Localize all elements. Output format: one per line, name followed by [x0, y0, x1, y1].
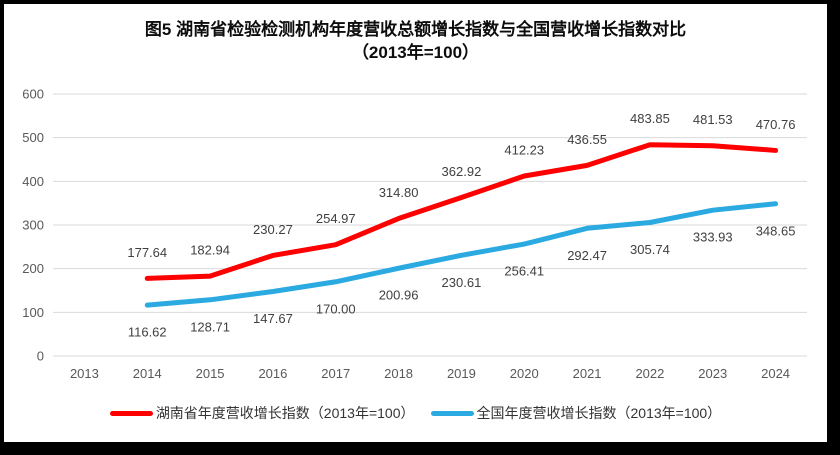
series-line-0 [144, 142, 779, 281]
y-axis-tick-label: 500 [22, 130, 44, 145]
data-label: 230.61 [442, 275, 482, 290]
data-label: 128.71 [190, 319, 230, 334]
legend-swatch-national [430, 410, 474, 416]
data-label: 254.97 [316, 211, 356, 226]
chart-legend: 湖南省年度营收增长指数（2013年=100） 全国年度营收增长指数（2013年=… [4, 402, 827, 424]
legend-item-national: 全国年度营收增长指数（2013年=100） [430, 403, 722, 423]
data-label: 256.41 [504, 264, 544, 279]
x-axis-tick-label: 2021 [573, 366, 602, 381]
x-axis-tick-label: 2022 [635, 366, 664, 381]
data-label: 470.76 [756, 117, 796, 132]
chart-title: 图5 湖南省检验检测机构年度营收总额增长指数与全国营收增长指数对比 （2013年… [4, 18, 827, 64]
data-label: 362.92 [442, 164, 482, 179]
line-chart-plot: 0 100 200 300 400 500 600 2013 2014 2015 2016 2017 2… [22, 87, 807, 381]
data-label: 230.27 [253, 222, 293, 237]
data-label: 182.94 [190, 243, 230, 258]
x-axis-tick-label: 2017 [321, 366, 350, 381]
x-axis-tick-label: 2024 [761, 366, 790, 381]
data-label: 436.55 [567, 132, 607, 147]
data-label: 305.74 [630, 242, 670, 257]
data-label: 116.62 [128, 325, 167, 340]
y-axis-tick-label: 600 [22, 87, 44, 102]
legend-label-hunan: 湖南省年度营收增长指数（2013年=100） [155, 405, 415, 421]
x-axis-tick-label: 2014 [133, 366, 162, 381]
series-line-1 [144, 201, 779, 308]
y-axis-tick-label: 0 [37, 349, 44, 364]
data-label: 177.64 [127, 245, 167, 260]
x-axis-tick-label: 2015 [196, 366, 225, 381]
chart-title-line1: 图5 湖南省检验检测机构年度营收总额增长指数与全国营收增长指数对比 [144, 20, 687, 39]
legend-item-hunan: 湖南省年度营收增长指数（2013年=100） [109, 403, 415, 423]
data-label: 200.96 [379, 288, 419, 303]
legend-label-national: 全国年度营收增长指数（2013年=100） [476, 405, 722, 421]
y-axis-tick-label: 200 [22, 261, 44, 276]
x-axis-tick-label: 2013 [70, 366, 99, 381]
data-label: 412.23 [504, 142, 544, 157]
x-axis-tick-label: 2023 [698, 366, 727, 381]
data-label: 333.93 [693, 230, 733, 245]
data-label: 481.53 [693, 112, 733, 127]
data-label: 170.00 [316, 301, 356, 316]
x-axis-tick-label: 2019 [447, 366, 476, 381]
y-axis-tick-label: 100 [22, 305, 44, 320]
chart-canvas: 图5 湖南省检验检测机构年度营收总额增长指数与全国营收增长指数对比 （2013年… [4, 4, 827, 442]
data-label: 483.85 [630, 111, 670, 126]
y-axis-tick-label: 300 [22, 218, 44, 233]
data-label: 314.80 [379, 185, 419, 200]
legend-swatch-hunan [109, 410, 153, 416]
data-label: 292.47 [567, 248, 607, 263]
x-axis-tick-label: 2018 [384, 366, 413, 381]
data-label: 147.67 [253, 311, 293, 326]
y-axis-tick-label: 400 [22, 174, 44, 189]
x-axis-tick-label: 2016 [258, 366, 287, 381]
data-label: 348.65 [756, 223, 796, 238]
x-axis-tick-label: 2020 [510, 366, 539, 381]
chart-title-line2: （2013年=100） [351, 43, 480, 62]
